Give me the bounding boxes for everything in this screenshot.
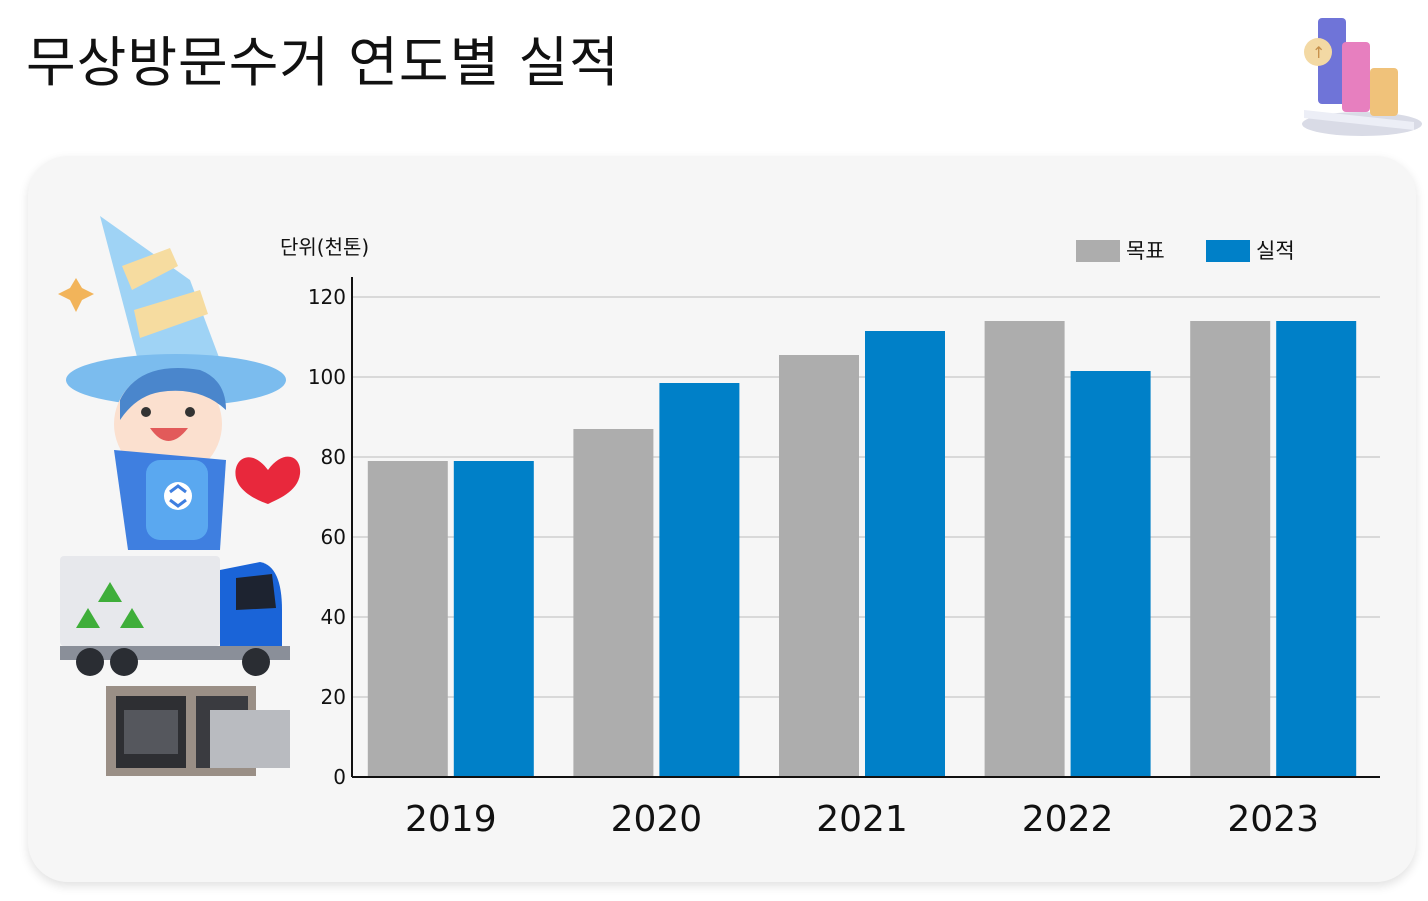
axes <box>351 277 1380 778</box>
bars <box>367 321 1357 777</box>
bar-target-2019 <box>367 461 448 777</box>
y-tick-label: 20 <box>321 685 346 709</box>
labels: 0 20 40 60 80 100 120 2019 2020 2021 2022 2023 <box>308 285 1319 840</box>
page-title: 무상방문수거 연도별 실적 <box>26 31 620 94</box>
y-tick-label: 80 <box>321 445 346 469</box>
x-category-label: 2019 <box>405 799 497 840</box>
bar-actual-2023 <box>1276 321 1357 777</box>
bar-actual-2020 <box>659 383 740 777</box>
x-category-label: 2023 <box>1227 799 1319 840</box>
legend-swatch <box>1206 240 1250 262</box>
y-tick-label: 0 <box>333 765 346 789</box>
mascot-illustration <box>58 216 301 776</box>
unit-label: 단위(천톤) <box>280 235 369 259</box>
x-category-label: 2020 <box>611 799 703 840</box>
y-tick-label: 100 <box>308 365 346 389</box>
y-tick-label: 60 <box>321 525 346 549</box>
legend-label: 목표 <box>1126 239 1165 263</box>
bar-actual-2021 <box>865 331 945 777</box>
heart-icon <box>235 456 301 504</box>
legend: 목표 실적 <box>1076 239 1295 263</box>
x-category-label: 2022 <box>1022 799 1114 840</box>
svg-text:↑: ↑ <box>1312 43 1325 62</box>
recycle-icon <box>76 582 144 628</box>
star-icon <box>58 278 94 312</box>
bar-chart-3d-icon: ↑ <box>1302 18 1422 136</box>
bar-target-2022 <box>984 321 1065 777</box>
x-category-label: 2021 <box>816 799 908 840</box>
legend-label: 실적 <box>1256 239 1295 263</box>
y-tick-label: 120 <box>308 285 346 309</box>
bar-target-2020 <box>573 429 654 777</box>
bar-actual-2019 <box>453 461 534 777</box>
bar-actual-2022 <box>1070 371 1151 777</box>
bar-target-2021 <box>779 355 859 777</box>
legend-swatch <box>1076 240 1120 262</box>
bar-chart: 0 20 40 60 80 100 120 2019 2020 2021 2022 2023 단위(천… <box>280 235 1380 840</box>
y-tick-label: 40 <box>321 605 346 629</box>
bar-target-2023 <box>1190 321 1271 777</box>
